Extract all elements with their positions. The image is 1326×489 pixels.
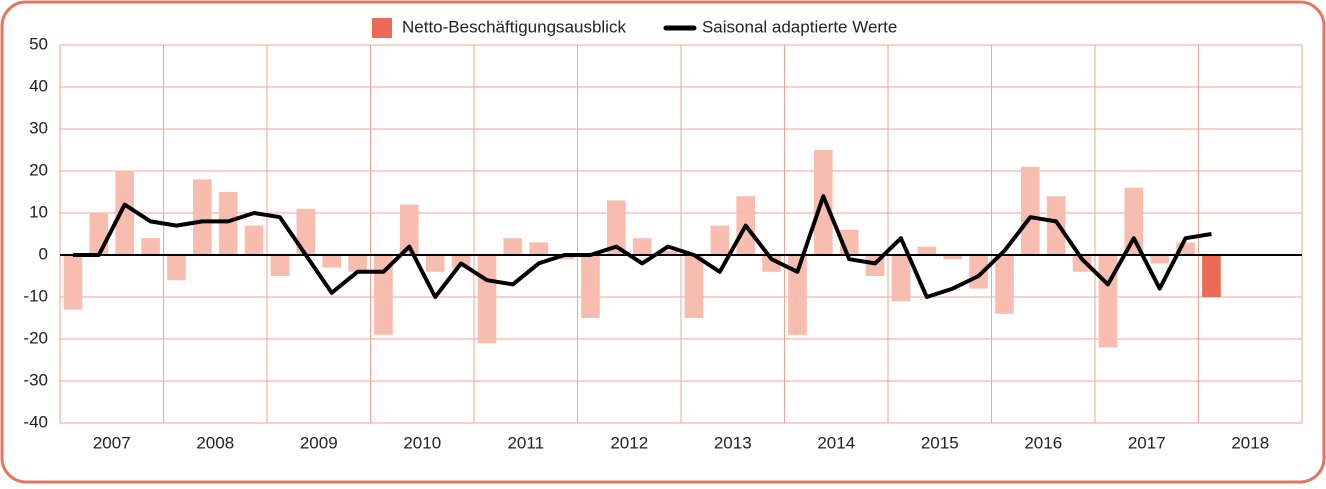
- x-tick-label: 2016: [1024, 433, 1062, 452]
- line: [72, 194, 1212, 299]
- bar: [244, 225, 264, 255]
- bar: [348, 255, 367, 272]
- bar: [891, 255, 911, 302]
- x-tick-label: 2015: [921, 433, 959, 452]
- y-tick-label: 40: [29, 76, 48, 95]
- bar: [218, 192, 238, 255]
- x-tick-label: 2010: [403, 433, 441, 452]
- x-tick-label: 2009: [300, 433, 338, 452]
- x-tick-label: 2018: [1231, 433, 1269, 452]
- bar: [1020, 166, 1040, 255]
- bar: [658, 250, 678, 255]
- legend-swatch: [372, 18, 392, 38]
- legend-label: Saisonal adaptierte Werte: [702, 17, 897, 36]
- bar: [1150, 255, 1170, 264]
- x-tick-label: 2011: [507, 433, 544, 452]
- bar: [1046, 196, 1066, 255]
- bar: [788, 255, 807, 335]
- bar: [1072, 255, 1092, 272]
- bar: [425, 255, 445, 272]
- bar: [89, 213, 109, 255]
- bar: [503, 238, 523, 255]
- bar: [270, 255, 290, 276]
- bar: [813, 150, 833, 255]
- bar: [1124, 187, 1144, 255]
- bar: [141, 238, 160, 255]
- legend-label: Netto-Beschäftigungsausblick: [402, 17, 626, 36]
- bar: [192, 179, 212, 255]
- y-tick-label: -40: [23, 412, 48, 431]
- bar: [477, 255, 497, 344]
- bar: [399, 204, 419, 255]
- y-tick-label: 10: [29, 202, 48, 221]
- y-tick-label: -20: [23, 328, 48, 347]
- x-tick-label: 2014: [817, 433, 855, 452]
- bar: [63, 255, 83, 310]
- y-tick-label: 50: [29, 34, 48, 53]
- x-tick-label: 2008: [196, 433, 234, 452]
- bar: [995, 255, 1014, 314]
- x-tick-label: 2007: [93, 433, 131, 452]
- bar: [296, 208, 316, 255]
- y-tick-label: 30: [29, 118, 48, 137]
- bar: [684, 255, 704, 318]
- y-tick-label: 0: [39, 244, 48, 263]
- bar: [762, 255, 781, 272]
- bar: [943, 255, 963, 260]
- bar: [710, 225, 730, 255]
- y-tick-label: -30: [23, 370, 48, 389]
- bar: [1202, 255, 1221, 297]
- y-tick-label: 20: [29, 160, 48, 179]
- y-tick-label: -10: [23, 286, 48, 305]
- bar: [115, 171, 135, 255]
- x-tick-label: 2013: [714, 433, 752, 452]
- bar: [167, 255, 186, 281]
- bar: [529, 242, 549, 255]
- bar: [581, 255, 600, 318]
- bar: [917, 246, 937, 255]
- bar: [606, 200, 626, 255]
- bar: [374, 255, 393, 335]
- x-tick-label: 2012: [610, 433, 648, 452]
- bar: [632, 238, 652, 255]
- bar: [322, 255, 342, 268]
- x-tick-label: 2017: [1128, 433, 1166, 452]
